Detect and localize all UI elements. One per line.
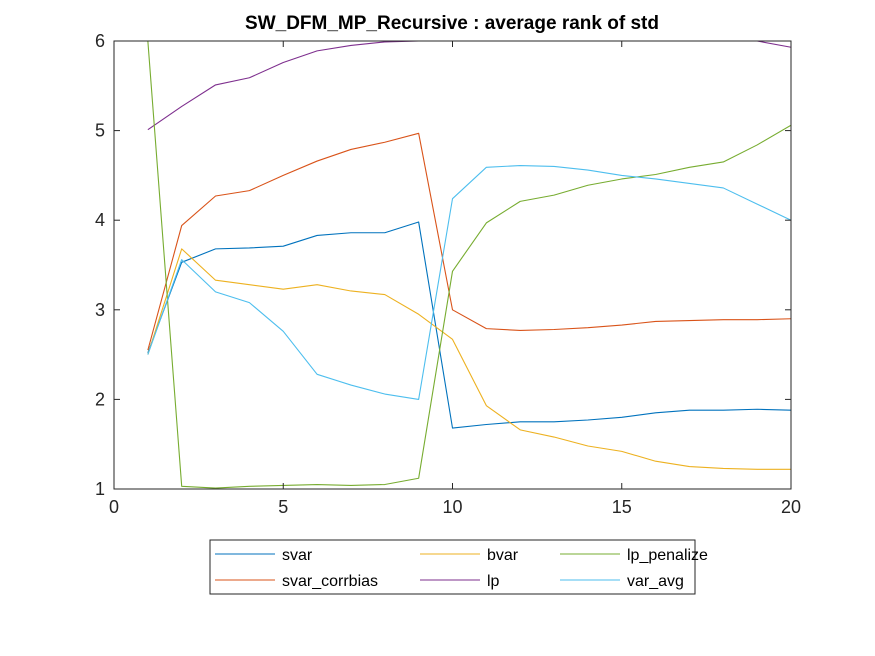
legend: svar bvar lp_penalize svar_corrbias lp var_av… xyxy=(209,539,708,595)
legend-label-svar-corrbias: svar_corrbias xyxy=(282,573,378,590)
legend-label-bvar: bvar xyxy=(487,547,519,564)
series-line-lp-penalize xyxy=(147,40,792,489)
legend-label-lp-penalize: lp_penalize xyxy=(627,547,708,564)
x-tick-label: 10 xyxy=(442,497,462,517)
y-tick-label: 5 xyxy=(95,121,105,141)
legend-box xyxy=(209,539,696,595)
x-axis: 0 5 10 15 20 xyxy=(109,41,801,517)
y-tick-label: 6 xyxy=(95,31,105,51)
y-tick-label: 2 xyxy=(95,389,105,409)
x-tick-label: 5 xyxy=(278,497,288,517)
chart-title: SW_DFM_MP_Recursive : average rank of st… xyxy=(245,13,659,34)
y-tick-label: 3 xyxy=(95,300,105,320)
y-tick-label: 1 xyxy=(95,479,105,499)
series-line-svar-corrbias xyxy=(147,132,792,351)
y-tick-label: 4 xyxy=(95,210,105,230)
series-line-var-avg xyxy=(147,164,792,400)
series-line-svar xyxy=(147,221,792,429)
x-tick-label: 0 xyxy=(109,497,119,517)
legend-label-var-avg: var_avg xyxy=(627,573,684,590)
legend-label-svar: svar xyxy=(282,547,313,564)
y-axis: 1 2 3 4 5 6 xyxy=(95,31,791,499)
x-tick-label: 15 xyxy=(612,497,632,517)
series-line-bvar xyxy=(147,248,791,470)
legend-label-lp: lp xyxy=(487,573,500,590)
x-tick-label: 20 xyxy=(781,497,801,517)
